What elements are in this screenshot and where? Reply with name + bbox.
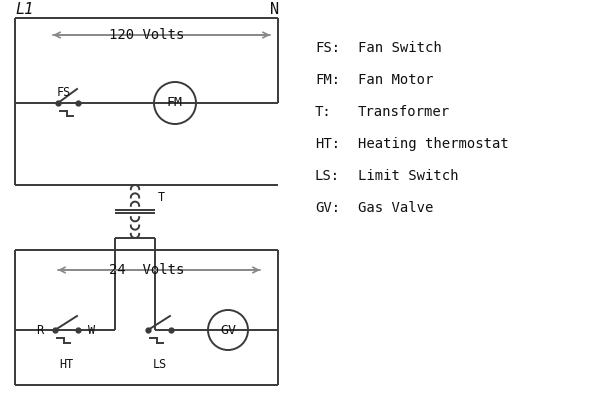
Text: Fan Motor: Fan Motor (358, 73, 434, 87)
Text: T:: T: (315, 105, 332, 119)
Text: GV:: GV: (315, 201, 340, 215)
Text: LS: LS (152, 358, 166, 372)
Text: R: R (37, 324, 44, 336)
Text: 120 Volts: 120 Volts (109, 28, 184, 42)
Text: Fan Switch: Fan Switch (358, 41, 442, 55)
Text: FM:: FM: (315, 73, 340, 87)
Text: Limit Switch: Limit Switch (358, 169, 458, 183)
Text: 24  Volts: 24 Volts (109, 263, 184, 277)
Text: Gas Valve: Gas Valve (358, 201, 434, 215)
Text: FS: FS (57, 86, 71, 100)
Text: HT: HT (60, 358, 74, 372)
Text: N: N (270, 2, 279, 18)
Text: GV: GV (220, 324, 236, 336)
Text: HT:: HT: (315, 137, 340, 151)
Text: W: W (88, 324, 96, 336)
Text: FS:: FS: (315, 41, 340, 55)
Text: LS:: LS: (315, 169, 340, 183)
Text: FM: FM (167, 96, 183, 110)
Text: L1: L1 (15, 2, 33, 18)
Text: Heating thermostat: Heating thermostat (358, 137, 509, 151)
Text: Transformer: Transformer (358, 105, 450, 119)
Text: T: T (158, 191, 165, 204)
